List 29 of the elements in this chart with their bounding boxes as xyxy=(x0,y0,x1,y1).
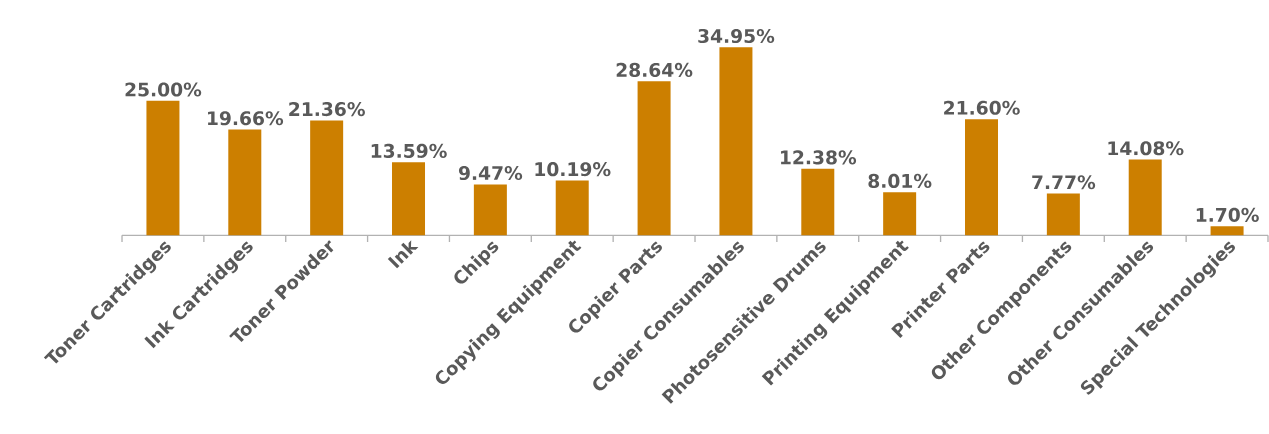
bar xyxy=(392,162,426,236)
bar xyxy=(1046,193,1080,236)
x-tick-label: Ink xyxy=(387,240,419,269)
bar xyxy=(473,184,507,236)
data-label: 7.77% xyxy=(1032,175,1096,190)
data-label: 34.95% xyxy=(698,28,775,44)
bar xyxy=(1210,226,1244,236)
data-label: 19.66% xyxy=(208,111,284,126)
data-label: 1.70% xyxy=(1196,207,1259,222)
bar xyxy=(801,168,835,236)
data-label: 12.38% xyxy=(781,150,857,165)
data-label: 14.08% xyxy=(1108,141,1184,156)
bar xyxy=(310,120,344,236)
bar xyxy=(719,47,753,236)
data-label: 10.19% xyxy=(535,162,611,177)
data-label: 21.60% xyxy=(944,100,1020,115)
data-label: 9.47% xyxy=(458,165,523,181)
data-label: 21.36% xyxy=(289,102,365,117)
bar xyxy=(965,119,998,236)
bar xyxy=(637,81,671,236)
data-label: 28.64% xyxy=(616,62,693,77)
data-label: 13.59% xyxy=(371,143,447,158)
bar xyxy=(555,180,589,236)
bar xyxy=(1128,159,1162,236)
bar xyxy=(146,100,180,236)
data-label: 8.01% xyxy=(868,173,932,188)
data-label: 25.00% xyxy=(125,82,202,97)
bar xyxy=(883,192,917,236)
bar xyxy=(228,129,262,236)
